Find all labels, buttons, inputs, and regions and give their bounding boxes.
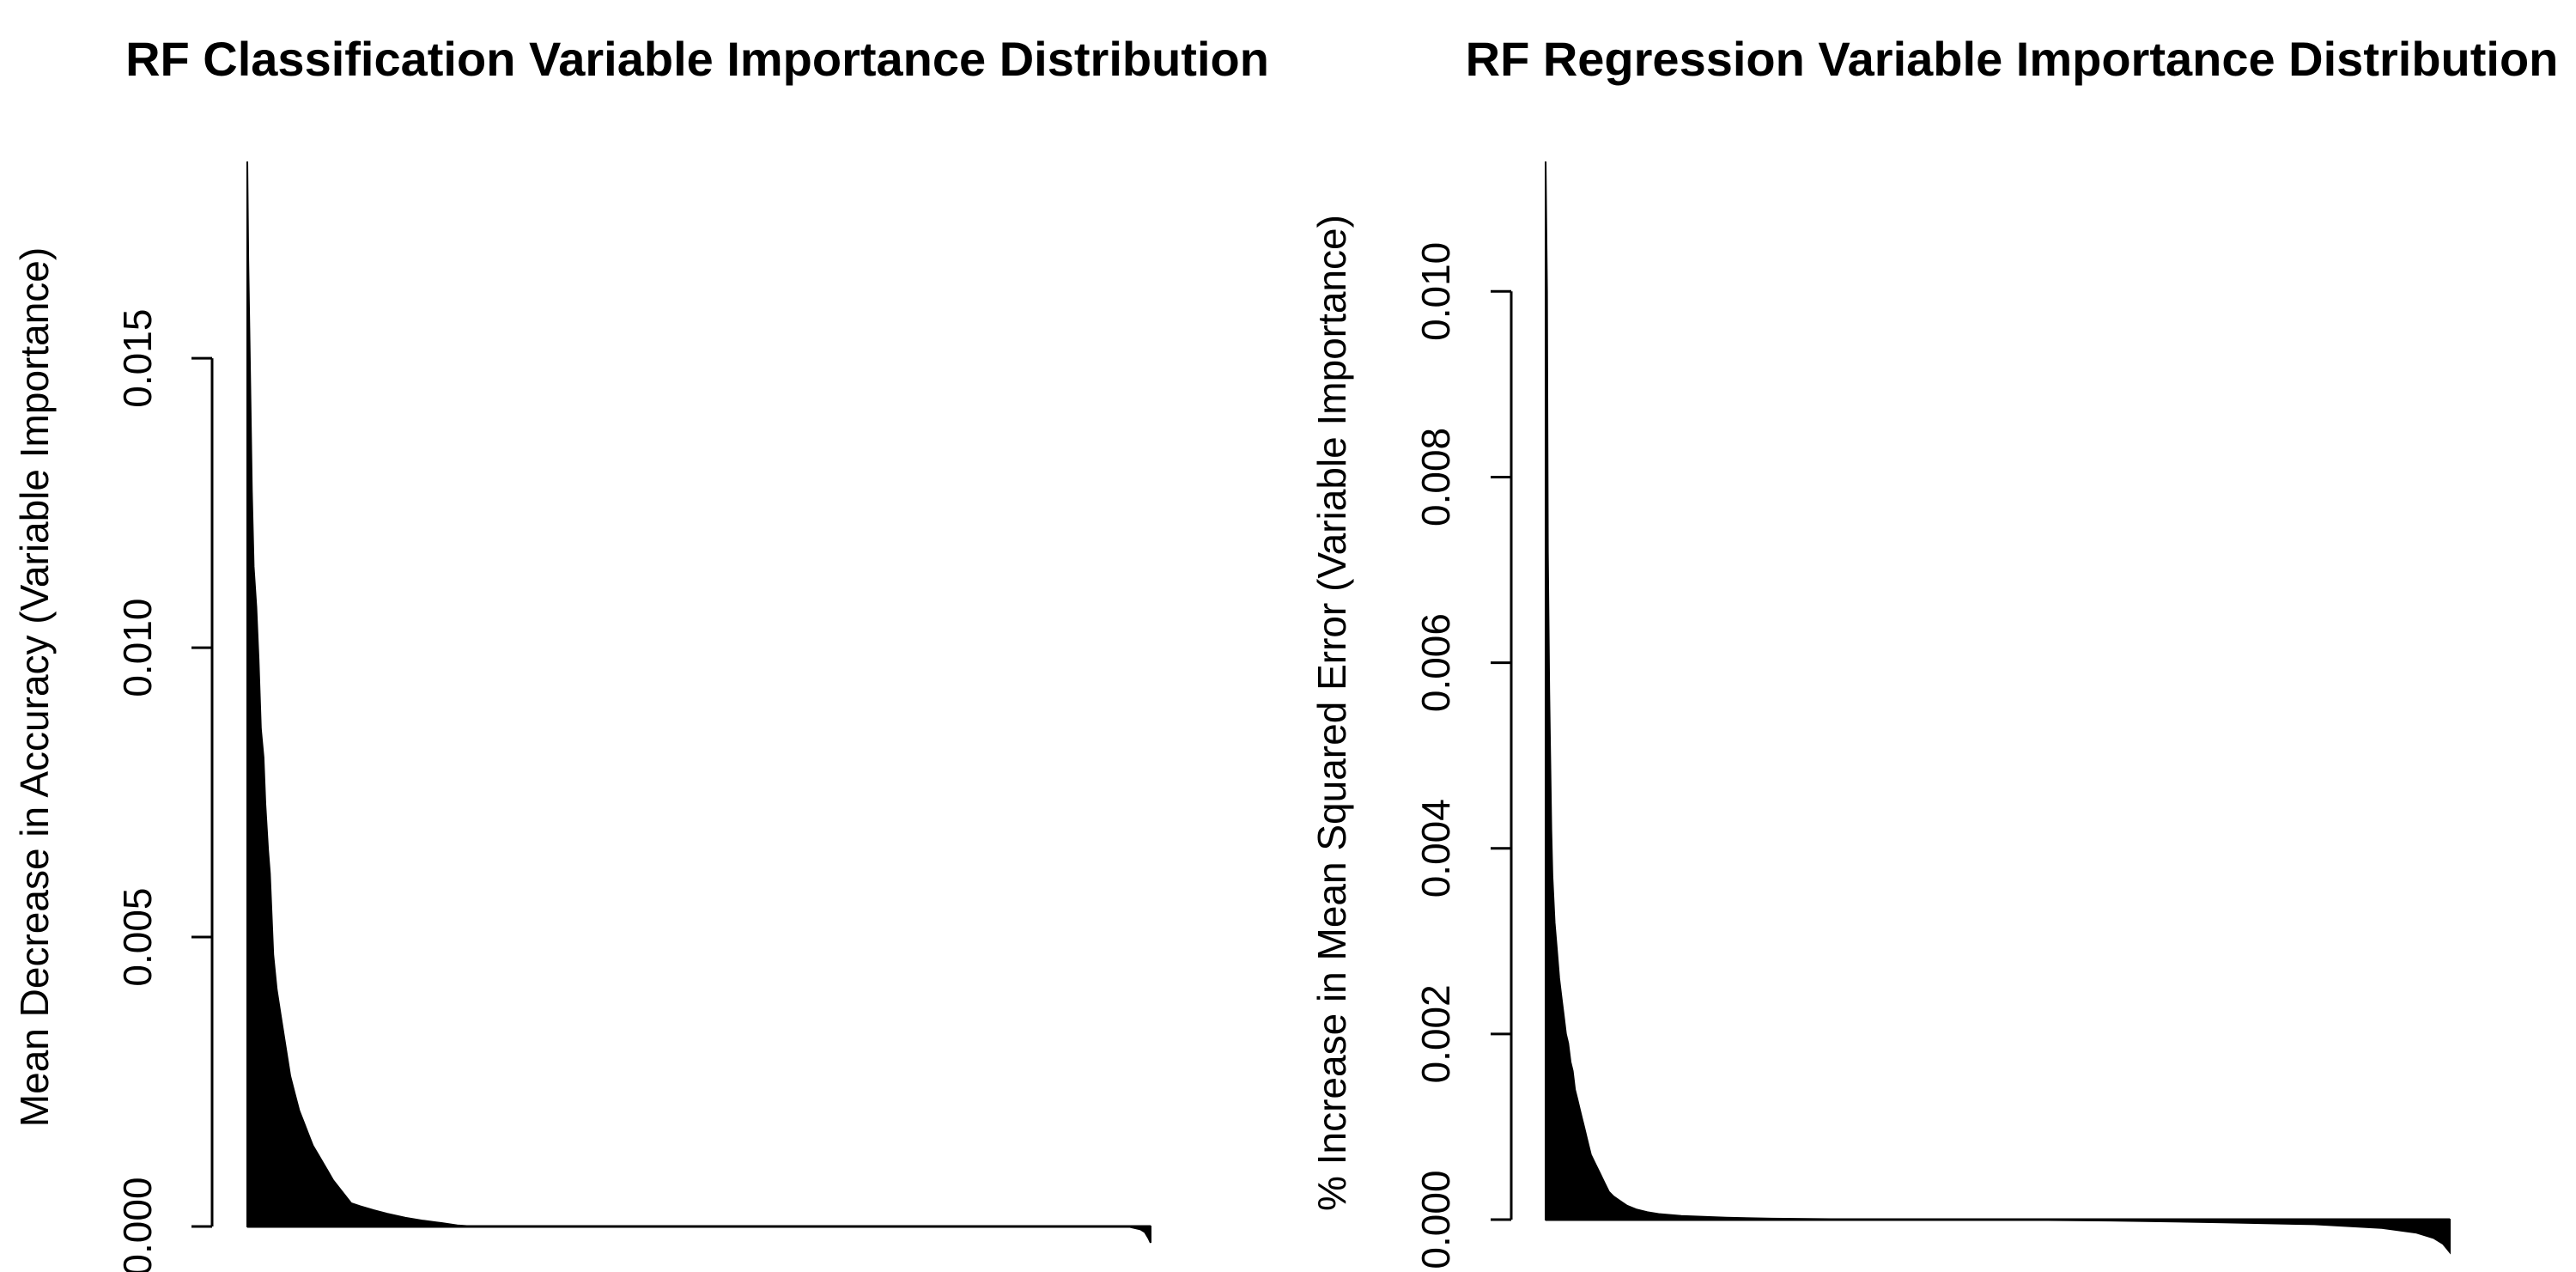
right-plot-area xyxy=(1545,161,2451,1255)
right-y-axis: 0.000 0.002 0.004 0.006 0.008 0.010 xyxy=(1413,242,1513,1269)
right-importance-area xyxy=(1545,161,2451,1255)
left-y-axis-label: Mean Decrease in Accuracy (Variable Impo… xyxy=(12,247,57,1127)
left-panel: RF Classification Variable Importance Di… xyxy=(12,32,1269,1272)
left-importance-area xyxy=(246,161,1151,1244)
left-y-tick-label: 0.015 xyxy=(115,309,160,408)
right-y-tick-label: 0.002 xyxy=(1413,984,1458,1083)
right-y-tick-label: 0.008 xyxy=(1413,428,1458,526)
right-y-tick-label: 0.006 xyxy=(1413,613,1458,712)
right-y-tick-label: 0.004 xyxy=(1413,799,1458,898)
left-y-axis: 0.000 0.005 0.010 0.015 xyxy=(115,309,214,1272)
right-y-axis-label: % Increase in Mean Squared Error (Variab… xyxy=(1309,215,1354,1211)
left-plot-area xyxy=(246,161,1151,1244)
left-chart-title: RF Classification Variable Importance Di… xyxy=(125,32,1269,86)
left-y-tick-label: 0.000 xyxy=(115,1177,160,1272)
right-chart-title: RF Regression Variable Importance Distri… xyxy=(1466,32,2559,86)
right-y-tick-label: 0.010 xyxy=(1413,242,1458,341)
right-y-tick-label: 0.000 xyxy=(1413,1170,1458,1269)
right-panel: RF Regression Variable Importance Distri… xyxy=(1309,32,2558,1269)
left-y-tick-label: 0.005 xyxy=(115,887,160,986)
left-y-tick-label: 0.010 xyxy=(115,599,160,697)
